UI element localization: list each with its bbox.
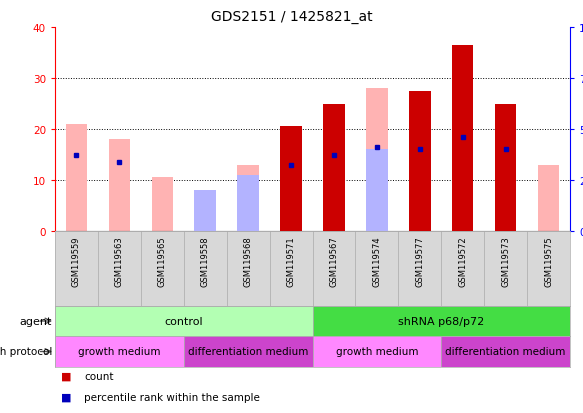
Text: differentiation medium: differentiation medium (445, 347, 566, 357)
Text: growth medium: growth medium (336, 347, 418, 357)
Bar (495, 104, 517, 231)
Bar (312, 306, 570, 336)
Bar (538, 165, 559, 231)
Text: shRNA p68/p72: shRNA p68/p72 (398, 316, 484, 326)
Bar (237, 165, 259, 231)
Bar (495, 104, 517, 231)
Bar (312, 336, 441, 367)
Text: ■: ■ (61, 392, 71, 402)
Text: ■: ■ (61, 371, 71, 381)
Bar (323, 104, 345, 231)
Bar (55, 336, 184, 367)
Text: GSM119563: GSM119563 (115, 236, 124, 287)
Text: GSM119568: GSM119568 (244, 236, 252, 287)
Text: GSM119573: GSM119573 (501, 236, 510, 287)
Bar (366, 89, 388, 231)
Text: GSM119559: GSM119559 (72, 236, 81, 286)
Bar (323, 104, 345, 231)
Bar (184, 336, 312, 367)
Bar (366, 150, 388, 231)
Text: growth medium: growth medium (78, 347, 161, 357)
Bar (280, 127, 302, 231)
Text: control: control (164, 316, 203, 326)
Bar (195, 191, 216, 231)
Text: GSM119571: GSM119571 (286, 236, 296, 287)
Bar (409, 92, 430, 231)
Text: GSM119567: GSM119567 (329, 236, 339, 287)
Text: GSM119574: GSM119574 (373, 236, 381, 287)
Text: GSM119558: GSM119558 (201, 236, 210, 287)
Text: GSM119575: GSM119575 (544, 236, 553, 287)
Bar (55, 306, 312, 336)
Bar (108, 140, 130, 231)
Text: GSM119565: GSM119565 (158, 236, 167, 287)
Text: count: count (84, 371, 114, 381)
Text: percentile rank within the sample: percentile rank within the sample (84, 392, 260, 402)
Text: GSM119572: GSM119572 (458, 236, 467, 287)
Bar (409, 92, 430, 231)
Text: GSM119577: GSM119577 (415, 236, 424, 287)
Text: growth protocol: growth protocol (0, 347, 52, 357)
Bar (280, 165, 302, 231)
Bar (152, 178, 173, 231)
Bar (237, 176, 259, 231)
Bar (441, 336, 570, 367)
Text: differentiation medium: differentiation medium (188, 347, 308, 357)
Text: agent: agent (20, 316, 52, 326)
Bar (452, 46, 473, 231)
Bar (66, 125, 87, 231)
Text: GDS2151 / 1425821_at: GDS2151 / 1425821_at (210, 10, 373, 24)
Bar (452, 137, 473, 231)
